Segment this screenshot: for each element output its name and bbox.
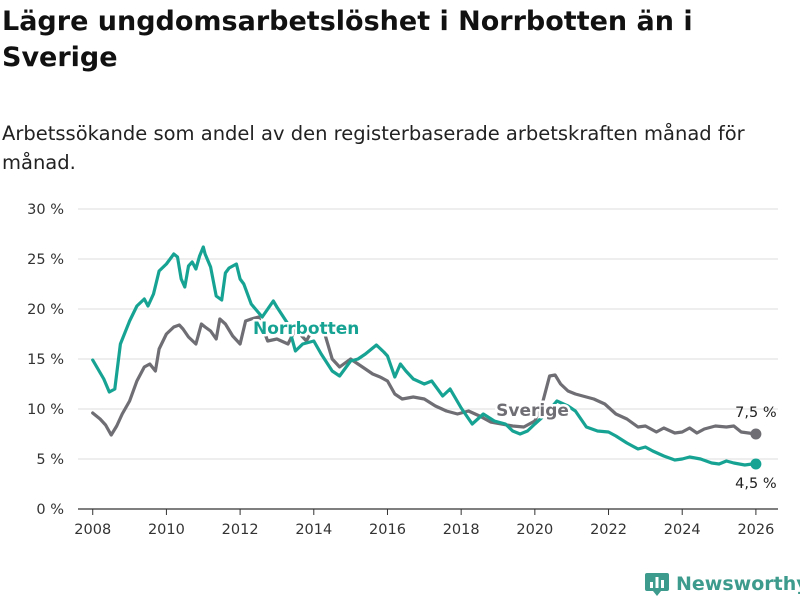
x-tick-label: 2016: [369, 522, 406, 538]
x-tick-label: 2022: [590, 522, 627, 538]
end-point-sverige: [750, 428, 762, 440]
y-tick-label: 20 %: [27, 302, 64, 318]
newsworthy-logo: Newsworthy: [644, 569, 800, 599]
x-tick-label: 2014: [295, 522, 332, 538]
x-tick-label: 2008: [74, 522, 111, 538]
y-axis-ticks: 0 % 5 % 10 % 15 % 20 % 25 % 30 %: [27, 202, 64, 518]
y-tick-label: 5 %: [36, 452, 64, 468]
y-tick-label: 15 %: [27, 352, 64, 368]
y-tick-label: 30 %: [27, 202, 64, 218]
x-tick-label: 2018: [443, 522, 480, 538]
brand-name: Newsworthy: [676, 573, 800, 595]
y-tick-label: 10 %: [27, 402, 64, 418]
series-lines: [91, 245, 762, 470]
series-labels: Norrbotten Sverige 7,5 % 4,5 %: [251, 317, 777, 493]
end-label-sverige: 7,5 %: [735, 405, 776, 421]
gridlines: [78, 208, 778, 460]
chart-subtitle: Arbetssökande som andel av den registerb…: [2, 122, 745, 174]
y-tick-label: 0 %: [36, 502, 64, 518]
x-tick-label: 2010: [148, 522, 185, 538]
x-tick-label: 2024: [664, 522, 701, 538]
series-line-norrbotten: [91, 245, 758, 467]
series-label-norrbotten: Norrbotten: [253, 319, 359, 339]
y-tick-label: 25 %: [27, 252, 64, 268]
end-label-norrbotten: 4,5 %: [735, 476, 776, 492]
chart-title: Lägre ungdomsarbetslöshet i Norrbotten ä…: [2, 6, 693, 73]
bar-chart-icon: [645, 573, 669, 596]
x-tick-label: 2026: [737, 522, 774, 538]
x-axis-ticks: 2008 2010 2012 2014 2016 2018 2020 2022 2024 2026: [74, 509, 774, 538]
series-label-sverige: Sverige: [496, 401, 569, 421]
x-tick-label: 2012: [222, 522, 259, 538]
end-point-norrbotten: [750, 458, 762, 470]
x-tick-label: 2020: [516, 522, 553, 538]
series-line-sverige: [91, 315, 758, 437]
